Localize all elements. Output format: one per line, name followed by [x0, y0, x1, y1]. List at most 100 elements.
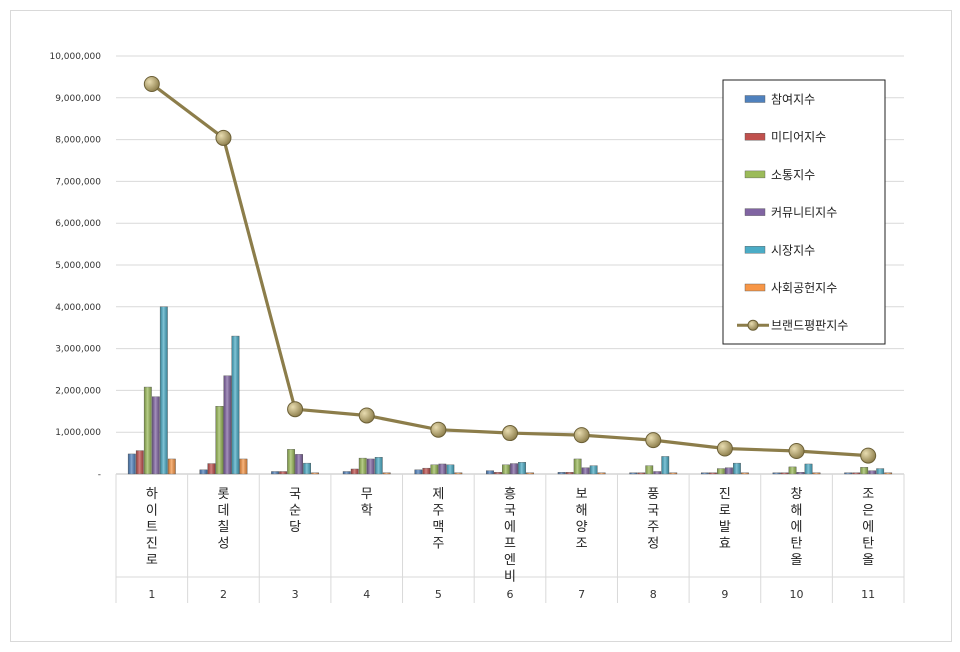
- line-point: [358, 407, 375, 424]
- bar-highlight: [128, 453, 136, 474]
- bar-highlight: [199, 469, 208, 474]
- legend-label: 커뮤니티지수: [771, 206, 837, 220]
- legend-label: 브랜드평판지수: [771, 319, 848, 333]
- bar-highlight: [780, 472, 789, 474]
- bar-highlight: [581, 467, 590, 474]
- legend-label: 사회공헌지수: [771, 281, 837, 295]
- bar-highlight: [565, 472, 574, 474]
- bar-highlight: [438, 463, 447, 474]
- bar-highlight: [351, 468, 359, 474]
- legend-label: 소통지수: [771, 168, 815, 182]
- bar-highlight: [772, 472, 781, 474]
- bar-highlight: [287, 449, 295, 474]
- bar-highlight: [661, 456, 669, 474]
- bar-highlight: [589, 465, 598, 474]
- bar-highlight: [518, 462, 526, 474]
- bar-highlight: [359, 458, 367, 474]
- category-index-label: 11: [861, 588, 875, 601]
- line-series: [143, 76, 877, 464]
- legend-swatch: [744, 208, 766, 216]
- line-point: [215, 129, 232, 146]
- bar-highlight: [414, 469, 423, 474]
- category-index-label: 1: [148, 588, 155, 601]
- bar-highlight: [303, 463, 311, 474]
- line-point: [860, 447, 877, 464]
- category-index-label: 10: [790, 588, 804, 601]
- line-point: [430, 421, 447, 438]
- bar-highlight: [852, 472, 860, 474]
- bar-highlight: [860, 467, 868, 474]
- bar-highlight: [152, 396, 160, 474]
- bar-highlight: [231, 336, 240, 474]
- bar-highlight: [884, 472, 892, 474]
- line-point: [573, 427, 590, 444]
- y-tick-label: 10,000,000: [49, 52, 101, 62]
- bar-highlight: [160, 306, 168, 474]
- line-point: [645, 432, 662, 449]
- bar-highlight: [454, 472, 463, 474]
- bar-highlight: [207, 463, 216, 474]
- bar-highlight: [279, 471, 287, 474]
- category-index-label: 2: [220, 588, 227, 601]
- bar-highlight: [573, 458, 582, 474]
- bar-highlight: [796, 472, 805, 474]
- y-tick-label: 5,000,000: [55, 261, 101, 271]
- bar-highlight: [502, 464, 510, 474]
- bar-highlight: [383, 472, 391, 474]
- y-tick-label: -: [98, 470, 101, 480]
- bar-highlight: [223, 375, 232, 474]
- bar-highlight: [812, 472, 821, 474]
- bar-highlight: [844, 472, 852, 474]
- line-point: [287, 401, 304, 418]
- legend-swatch: [744, 283, 766, 292]
- bar-highlight: [733, 463, 741, 474]
- legend-label: 미디어지수: [771, 130, 826, 144]
- bar-highlight: [494, 472, 502, 474]
- bar-highlight: [717, 468, 725, 474]
- bar-highlight: [430, 464, 439, 474]
- y-tick-label: 1,000,000: [55, 428, 101, 438]
- y-axis: - 1,000,000 2,000,000 3,000,000 4,000,000 5,0…: [49, 52, 101, 480]
- bar-series: [127, 306, 893, 475]
- legend-label: 시장지수: [771, 243, 815, 257]
- bar-highlight: [486, 470, 494, 474]
- legend-swatch: [744, 95, 766, 103]
- bar-highlight: [701, 472, 709, 474]
- bar-highlight: [168, 458, 176, 474]
- bar-highlight: [144, 387, 152, 474]
- y-tick-label: 2,000,000: [55, 386, 101, 396]
- bar-highlight: [375, 457, 383, 474]
- bar-highlight: [446, 464, 455, 474]
- line-point: [788, 443, 805, 460]
- legend-swatch: [744, 132, 766, 141]
- bar-highlight: [422, 468, 431, 474]
- bar-highlight: [876, 468, 884, 474]
- line-point: [143, 76, 160, 93]
- y-tick-label: 7,000,000: [55, 177, 101, 187]
- x-axis: 하 이 트 진 로 1 롯 데 칠 성 2 국 순 당 3 무 학 4 제 주 맥 주 5 흥 국 에 프 엔 비 6 보 해 양 조 7 풍 국 주 정 8…: [115, 474, 905, 603]
- line-point: [716, 440, 733, 457]
- legend-label: 참여지수: [771, 93, 815, 107]
- category-index-label: 6: [507, 588, 514, 601]
- category-index-label: 9: [721, 588, 728, 601]
- category-index-label: 7: [578, 588, 585, 601]
- bar-highlight: [725, 467, 733, 474]
- bar-highlight: [788, 466, 797, 474]
- category-index-label: 8: [650, 588, 657, 601]
- bar-highlight: [557, 472, 566, 474]
- y-tick-label: 9,000,000: [55, 94, 101, 104]
- bar-highlight: [311, 472, 319, 474]
- bar-highlight: [343, 471, 351, 474]
- bar-highlight: [741, 472, 749, 474]
- line-point: [502, 425, 518, 442]
